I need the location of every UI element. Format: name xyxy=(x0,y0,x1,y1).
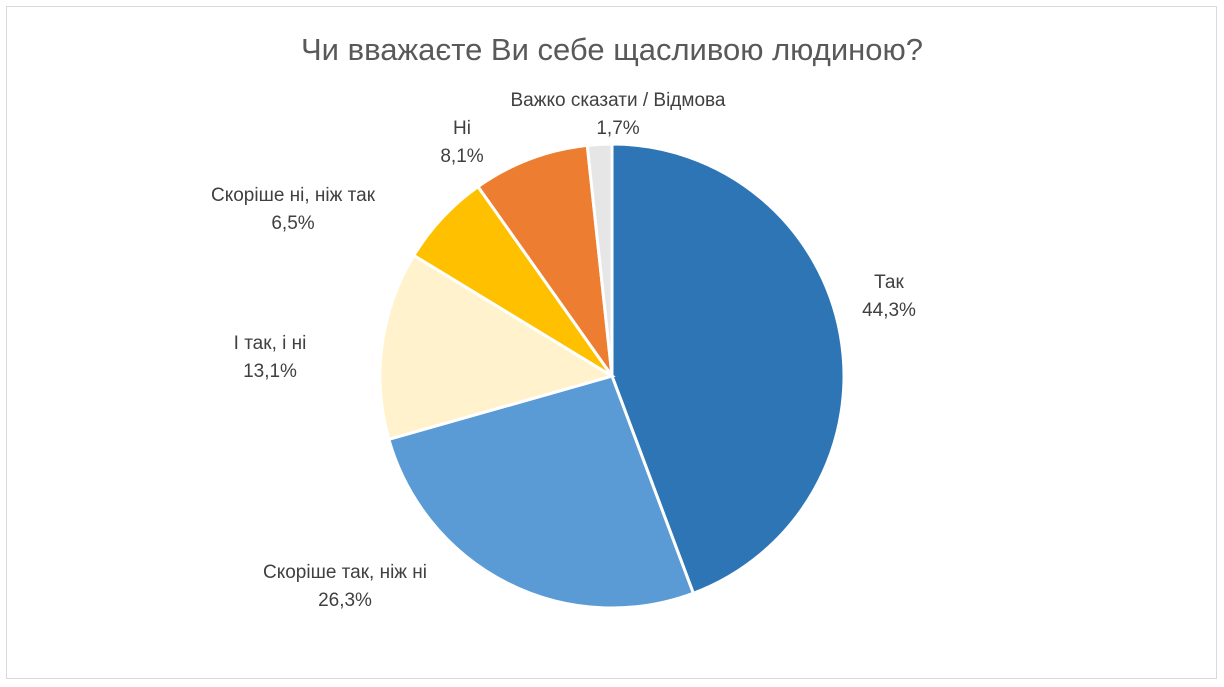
pie-slice xyxy=(378,253,616,442)
slice-value-label: 44,3% xyxy=(862,300,916,321)
slice-value-label: 1,7% xyxy=(596,118,639,139)
slice-label: Скоріше ні, ніж так xyxy=(211,185,376,206)
slice-value-label: 13,1% xyxy=(243,361,297,382)
pie-slice xyxy=(475,143,615,382)
slice-label: Важко сказати / Відмова xyxy=(511,90,726,111)
slice-value-label: 6,5% xyxy=(271,213,314,234)
slice-label: Так xyxy=(874,272,904,293)
chart-title: Чи вважаєте Ви себе щасливою людиною? xyxy=(301,32,923,67)
slice-label: Скоріше так, ніж ні xyxy=(263,562,427,583)
pie-slice xyxy=(610,142,846,596)
slice-value-label: 8,1% xyxy=(440,146,483,167)
slice-value-label: 26,3% xyxy=(318,590,372,611)
pie-slice xyxy=(386,374,696,610)
pie-slice xyxy=(585,142,614,377)
slice-label: Ні xyxy=(453,118,471,139)
slice-label: І так, і ні xyxy=(234,333,307,354)
